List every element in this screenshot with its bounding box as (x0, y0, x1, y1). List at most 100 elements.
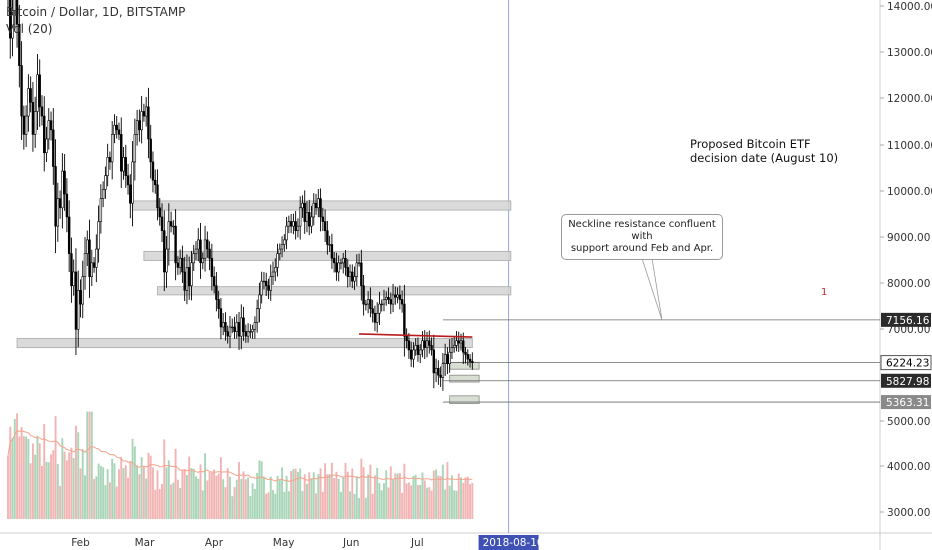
volume-bar (398, 473, 401, 519)
candle-body (167, 221, 171, 250)
candle-body (242, 317, 245, 332)
etf-annotation: Proposed Bitcoin ETF decision date (Augu… (690, 137, 838, 165)
candle-body (183, 271, 186, 291)
price-tick-label: 11000.00 (887, 140, 932, 152)
price-tick-label: 9000.00 (887, 232, 930, 244)
candle-body (448, 351, 451, 365)
time-tick-label: Jul (410, 537, 424, 549)
candle-body (49, 120, 53, 131)
volume-moving-average (7, 429, 473, 482)
candle-body (47, 120, 50, 140)
candle-body (18, 24, 21, 66)
volume-bar (256, 472, 259, 519)
candle-body (416, 345, 420, 355)
alert-marker[interactable]: 1 (821, 287, 828, 298)
volume-bar (301, 491, 304, 519)
candle-body (110, 134, 114, 163)
candle-body (185, 267, 189, 291)
volume-bar (136, 465, 139, 519)
volume-bar (360, 458, 363, 519)
volume-bar (108, 482, 111, 519)
volume-bar (75, 425, 77, 519)
volume-bar (52, 450, 55, 519)
volume-bar (262, 477, 265, 519)
volume-bar (272, 490, 274, 519)
price-axis-label: 5363.31 (886, 397, 929, 409)
neckline-callout[interactable]: Neckline resistance confluent with suppo… (561, 214, 723, 260)
candle-body (56, 198, 60, 227)
candle-body (310, 216, 313, 227)
volume-bar (161, 484, 163, 519)
volume-bar (403, 463, 406, 519)
volume-bar (417, 485, 419, 519)
volume-bar (324, 463, 327, 519)
volume-bar (299, 468, 302, 519)
candle-body (79, 290, 82, 305)
candle-body (396, 294, 399, 298)
volume-bar (396, 473, 399, 519)
candle-body (260, 280, 263, 296)
price-tick-label: 14000.00 (887, 1, 932, 13)
candle-body (348, 271, 352, 277)
volume-bar (258, 460, 261, 519)
candle-body (314, 202, 318, 209)
volume-bar (201, 490, 204, 519)
volume-bar (412, 475, 415, 519)
volume-bar (317, 474, 320, 519)
volume-bar (145, 478, 148, 519)
candle-body (67, 216, 71, 254)
volume-bar (312, 472, 315, 519)
candle-body (106, 157, 109, 176)
volume-bar (340, 491, 342, 519)
candle-body (158, 207, 161, 218)
volume-bar (36, 435, 39, 519)
candle-body (382, 299, 386, 305)
volume-bar (419, 484, 422, 519)
volume-bar (47, 462, 50, 519)
symbol-title[interactable]: Bitcoin / Dollar, 1D, BITSTAMP (6, 5, 186, 19)
candle-body (92, 262, 96, 268)
volume-bar (86, 411, 89, 519)
candle-body (471, 361, 474, 363)
volume-bar (99, 465, 102, 519)
price-axis-label: 5827.98 (886, 376, 929, 388)
volume-indicator-label[interactable]: Vol (20) (6, 22, 53, 36)
volume-bar (174, 448, 177, 519)
volume-bar (407, 482, 410, 519)
volume-bar (394, 473, 397, 519)
candle-body (104, 175, 107, 190)
candle-body (113, 124, 116, 135)
candle-body (74, 271, 78, 330)
neckline-callout-line-2: support around Feb and Apr. (570, 243, 714, 254)
volume-bar (142, 466, 145, 519)
volume-bar (462, 482, 465, 519)
candle-body (405, 335, 408, 342)
volume-bar (149, 455, 152, 519)
event-date-label-bg (478, 535, 539, 550)
candle-body (210, 257, 214, 277)
candle-body (97, 221, 100, 250)
candle-body (283, 239, 286, 245)
candle-body (190, 262, 193, 287)
volume-bar (414, 474, 417, 519)
candle-body (194, 248, 198, 254)
volume-bar (471, 482, 474, 519)
candle-body (212, 276, 216, 287)
target-box (449, 374, 480, 383)
volume-bar (287, 491, 290, 519)
price-tick-label: 10000.00 (887, 186, 932, 198)
candle-body (434, 367, 438, 374)
volume-bar (430, 490, 433, 519)
candle-body (215, 285, 218, 300)
volume-bar (38, 443, 41, 519)
candle-body (120, 134, 123, 172)
candle-body (407, 340, 411, 351)
candle-body (22, 115, 26, 135)
candle-body (419, 349, 422, 355)
volume-bar (315, 493, 317, 519)
volume-bar (290, 471, 293, 519)
candle-body (428, 340, 431, 346)
volume-bar (326, 474, 329, 519)
candle-body (77, 290, 80, 330)
volume-bar (50, 454, 52, 519)
